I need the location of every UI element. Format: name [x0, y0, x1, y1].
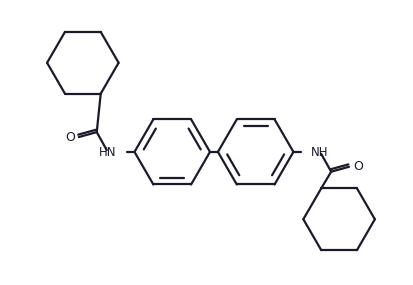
Text: HN: HN	[99, 146, 116, 159]
Text: O: O	[352, 160, 362, 173]
Text: NH: NH	[311, 146, 328, 159]
Text: O: O	[65, 131, 75, 144]
